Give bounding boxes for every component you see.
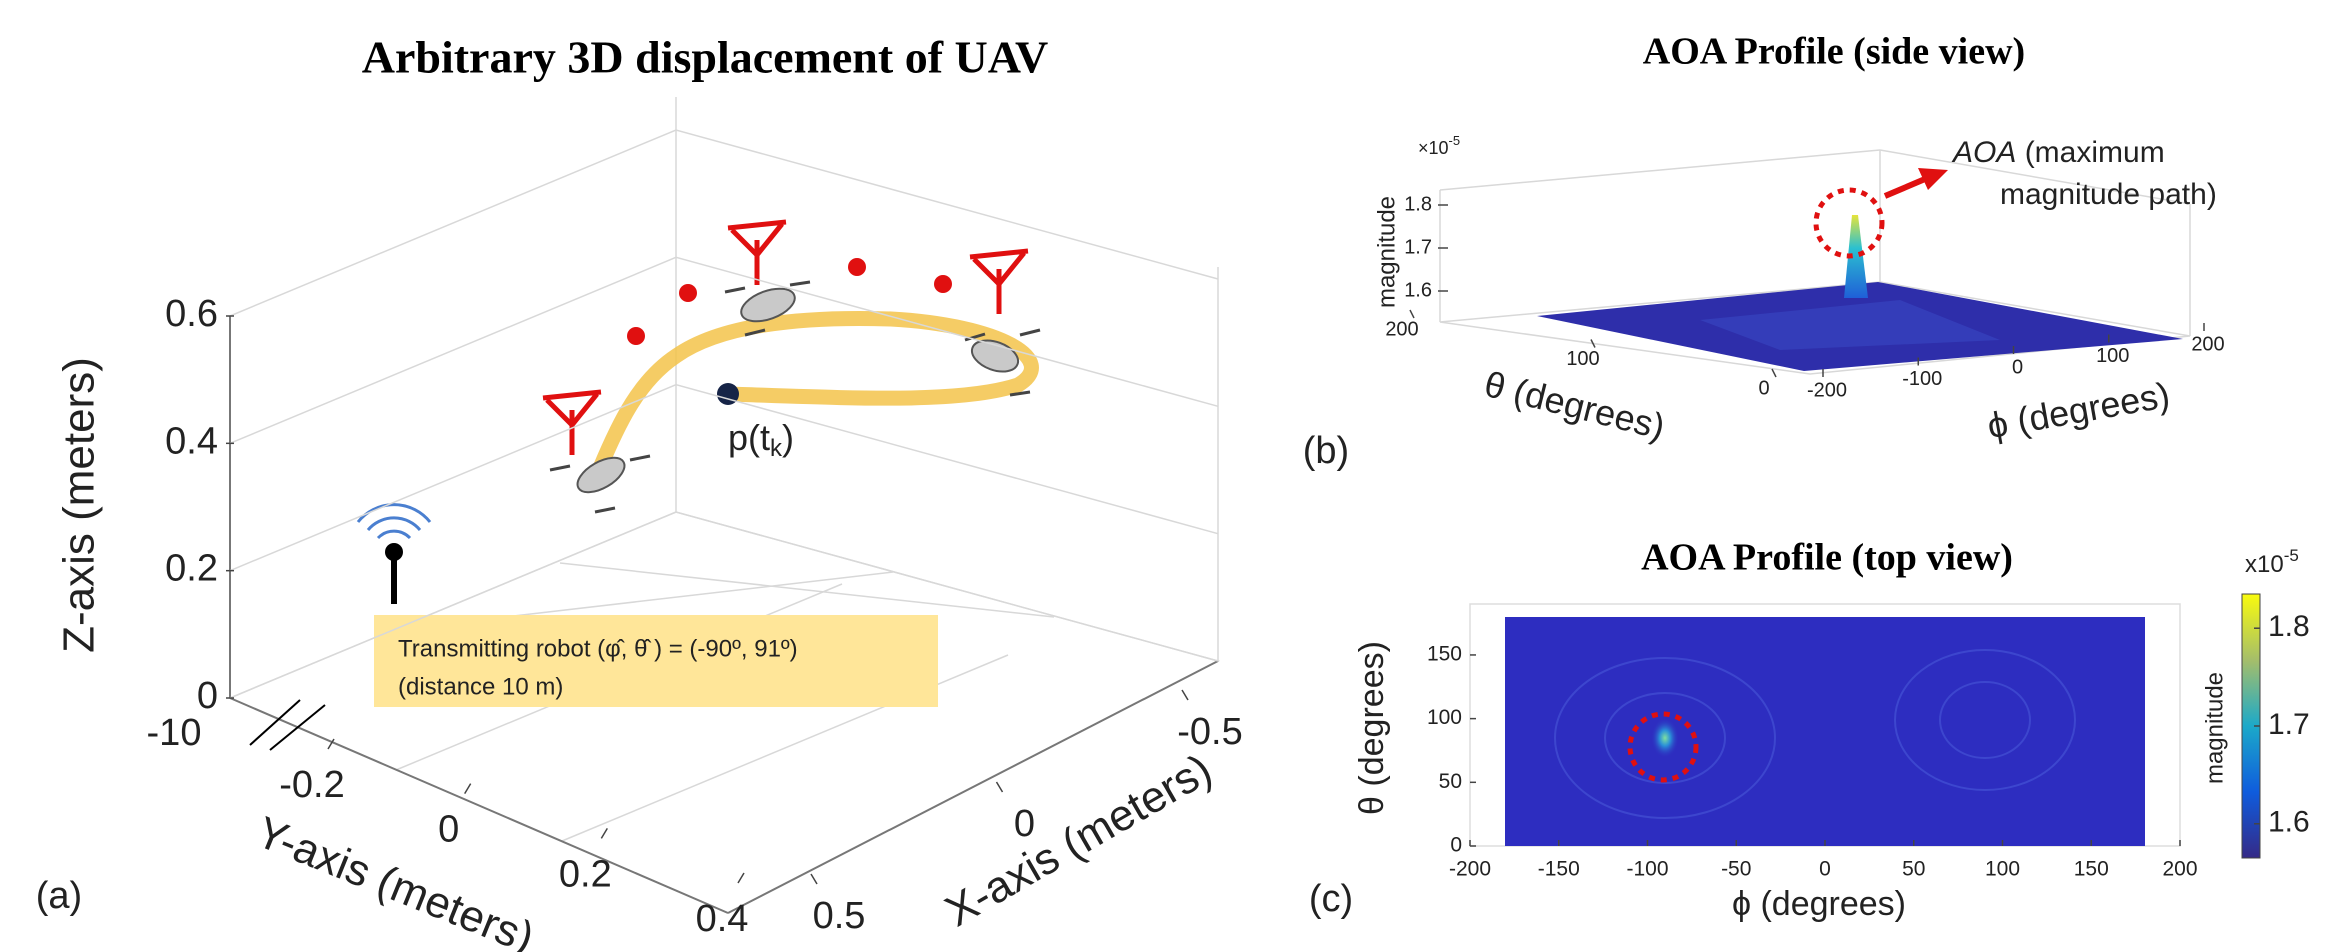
y-tick-label: -10 — [147, 712, 202, 754]
y-tick-label: 100 — [1427, 706, 1462, 729]
colorbar-label: magnitude — [2201, 672, 2228, 784]
y-tick-mark — [601, 828, 607, 838]
chart-title: Arbitrary 3D displacement of UAV — [362, 32, 1049, 83]
x-tick-label: 0 — [1819, 858, 1831, 881]
x-tick-mark — [997, 782, 1003, 792]
x-tick-label: 200 — [2162, 858, 2197, 881]
x-tick-label: -100 — [1902, 368, 1942, 390]
x-tick-label: 100 — [2096, 345, 2129, 367]
panel-label: (c) — [1309, 878, 1353, 920]
annotation-text: magnitude path) — [2000, 178, 2217, 211]
grid-line — [230, 257, 1218, 443]
x-tick-label: 50 — [1902, 858, 1925, 881]
x-tick-label: 200 — [2191, 333, 2224, 355]
multiplier-base: x10 — [2245, 551, 2284, 578]
y-tick-label: 200 — [1385, 318, 1418, 340]
colorbar-tick-label: 1.7 — [2268, 708, 2310, 741]
y-tick-label: 0 — [438, 809, 459, 851]
x-axis-label: X-axis (meters) — [937, 745, 1220, 937]
y-tick-label: 0.4 — [696, 898, 749, 940]
annotation-text: Transmitting robot (φ̂, θ̂ ) = (-90º, 91… — [398, 635, 798, 662]
multiplier: ×10-5 — [1418, 133, 1460, 157]
y-tick-mark — [738, 873, 744, 883]
x-tick-label: 100 — [1985, 858, 2020, 881]
x-tick-label: 0.5 — [813, 895, 866, 937]
multiplier-base: ×10 — [1418, 138, 1449, 158]
figure: Arbitrary 3D displacement of UAV 0 0.2 0.4 0… — [0, 0, 2328, 952]
chart-title: AOA Profile (top view) — [1641, 537, 2013, 579]
x-axis-label: ϕ (degrees) — [1732, 885, 1906, 923]
x-tick-label: -200 — [1807, 379, 1847, 401]
y-tick-label: 0 — [1758, 377, 1769, 399]
annotation-part: (maximum — [2016, 136, 2164, 169]
multiplier-exponent: -5 — [2284, 546, 2299, 565]
grid-line — [230, 130, 1218, 316]
multiplier-exponent: -5 — [1449, 133, 1461, 148]
x-axis-label: ϕ (degrees) — [1984, 374, 2173, 446]
z-axis-label: Z-axis (meters) — [55, 357, 104, 653]
x-tick-mark — [1182, 690, 1188, 700]
z-tick-label: 0 — [197, 675, 218, 717]
y-tick-label: 0 — [1450, 834, 1462, 857]
y-tick-mark — [465, 784, 471, 794]
annotation-text: (distance 10 m) — [398, 673, 563, 700]
panel-label: (b) — [1303, 430, 1349, 472]
x-tick-label: -0.5 — [1177, 711, 1242, 753]
multiplier: x10-5 — [2245, 546, 2299, 578]
colorbar-tick-label: 1.8 — [2268, 610, 2310, 643]
x-tick-label: -100 — [1626, 858, 1668, 881]
chart-title: AOA Profile (side view) — [1643, 31, 2025, 73]
x-tick-label: 150 — [2074, 858, 2109, 881]
x-tick-mark — [811, 874, 817, 884]
y-axis-label: Y-axis (meters) — [250, 808, 541, 952]
colorbar-tick-label: 1.6 — [2268, 806, 2310, 839]
z-tick-label: 0.6 — [165, 293, 218, 335]
y-tick-label: 50 — [1439, 770, 1462, 793]
x-tick-label: -50 — [1721, 858, 1751, 881]
y-tick-label: 150 — [1427, 642, 1462, 665]
panel-label: (a) — [36, 875, 82, 917]
annotation-text: AOA (maximum — [1951, 136, 2165, 169]
y-tick-mark — [1772, 369, 1776, 377]
y-tick-mark — [1410, 310, 1414, 318]
y-tick-label: 0.2 — [559, 853, 612, 895]
y-axis-label: θ (degrees) — [1480, 363, 1669, 447]
z-tick-label: 1.6 — [1404, 279, 1432, 301]
z-axis-label: magnitude — [1373, 196, 1400, 308]
z-tick-label: 0.4 — [165, 420, 218, 462]
z-tick-label: 1.8 — [1404, 193, 1432, 215]
y-tick-label: 100 — [1566, 348, 1599, 370]
y-axis-label: θ (degrees) — [1353, 641, 1391, 815]
annotation-italic: AOA — [1951, 136, 2016, 169]
point-label: p(tk) — [728, 417, 794, 463]
panel-a-decor — [230, 97, 1218, 913]
x-tick-label: 0 — [2012, 356, 2023, 378]
panel-c-decor — [1470, 594, 2260, 858]
z-tick-label: 0.2 — [165, 548, 218, 590]
point-label-part: p(t — [728, 417, 770, 458]
grid-line — [230, 385, 1218, 571]
point-label-part: ) — [782, 417, 794, 458]
x-tick-label: -200 — [1449, 858, 1491, 881]
y-tick-label: -0.2 — [279, 764, 344, 806]
x-tick-label: -150 — [1538, 858, 1580, 881]
z-tick-label: 1.7 — [1404, 236, 1432, 258]
